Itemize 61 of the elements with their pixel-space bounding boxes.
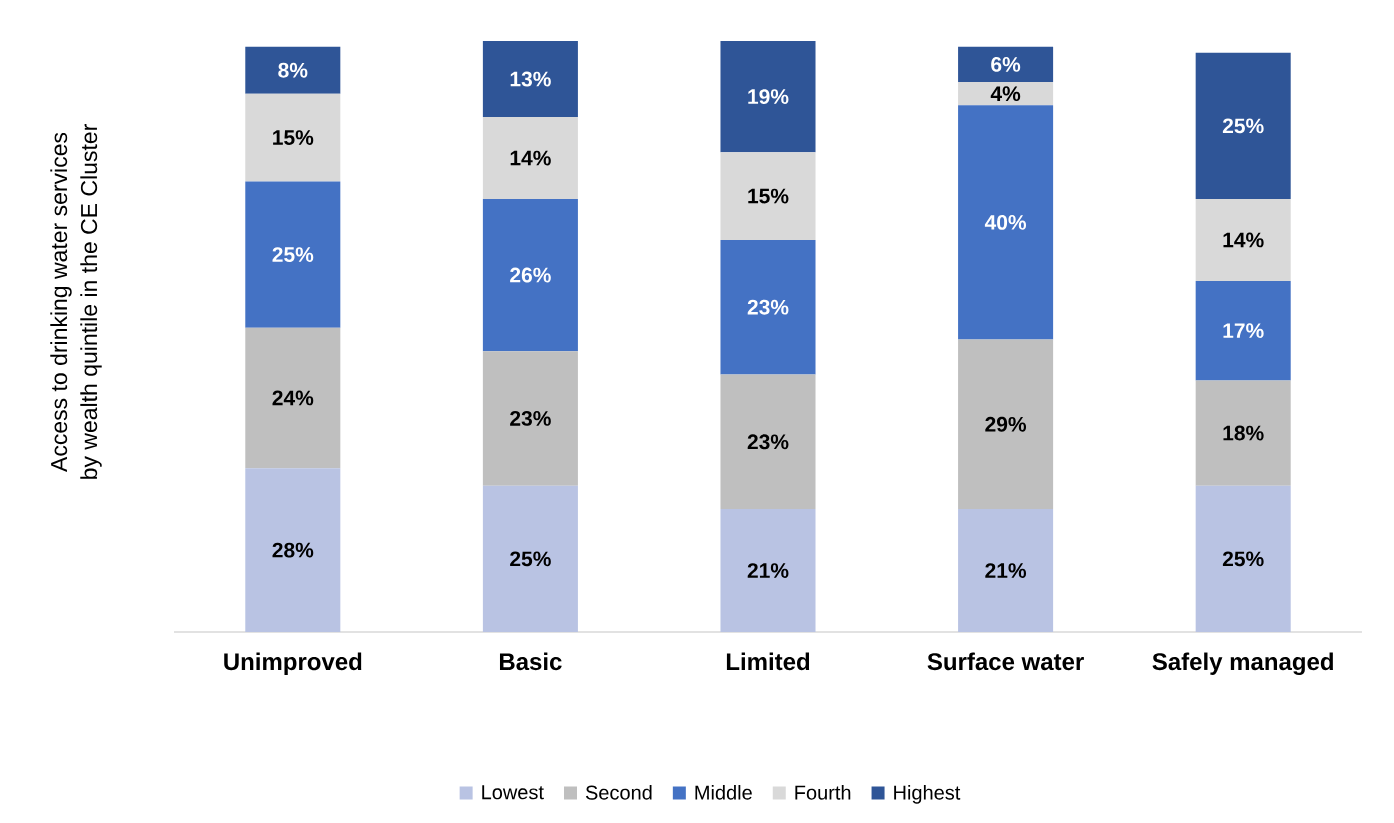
bar bbox=[482, 41, 578, 118]
data-label: 15% bbox=[273, 130, 314, 145]
bar bbox=[1195, 52, 1291, 199]
data-label: 24% bbox=[272, 390, 314, 406]
x-tick-label: Limited bbox=[726, 652, 810, 671]
bar bbox=[720, 374, 816, 510]
data-label: 23% bbox=[747, 299, 789, 315]
data-label: 14% bbox=[1223, 232, 1264, 248]
bar bbox=[1195, 380, 1291, 486]
bar bbox=[720, 509, 816, 632]
data-label: 25% bbox=[1222, 118, 1264, 134]
bar bbox=[245, 468, 341, 632]
data-label: 4% bbox=[990, 86, 1021, 102]
bar bbox=[245, 181, 341, 328]
data-label: 40% bbox=[984, 214, 1027, 230]
bar bbox=[958, 339, 1054, 510]
x-tick-label: Surface water bbox=[927, 652, 1084, 671]
x-tick-label: Safely managed bbox=[1152, 652, 1333, 676]
data-label: 8% bbox=[278, 62, 308, 78]
bar bbox=[1195, 280, 1291, 381]
bar bbox=[245, 46, 341, 94]
data-label: 14% bbox=[510, 150, 551, 166]
bar bbox=[958, 509, 1054, 632]
legend-label: Lowest bbox=[482, 785, 544, 800]
bar bbox=[482, 351, 578, 486]
data-label: 21% bbox=[985, 563, 1027, 578]
data-label: 23% bbox=[510, 410, 551, 426]
bar bbox=[720, 152, 816, 240]
bar bbox=[1195, 198, 1291, 281]
data-label: 6% bbox=[991, 56, 1021, 72]
bar bbox=[958, 46, 1054, 82]
y-axis-title: Access to drinking water services by wealth quintile in the CE Cluster bbox=[50, 124, 102, 479]
data-label: 25% bbox=[1222, 551, 1264, 567]
legend-label: Highest bbox=[894, 785, 961, 804]
bar bbox=[720, 41, 816, 153]
legend-label: Second bbox=[585, 785, 652, 800]
bar bbox=[245, 327, 341, 469]
data-label: 17% bbox=[1223, 323, 1264, 339]
data-label: 25% bbox=[510, 551, 551, 567]
data-label: 19% bbox=[748, 89, 789, 105]
bar bbox=[245, 93, 341, 182]
data-label: 15% bbox=[748, 188, 789, 204]
bar bbox=[482, 485, 578, 632]
data-label: 23% bbox=[747, 434, 789, 450]
data-label: 25% bbox=[272, 247, 314, 263]
data-label: 21% bbox=[747, 563, 789, 578]
bar bbox=[720, 239, 816, 375]
bar bbox=[482, 198, 578, 352]
bar bbox=[1195, 485, 1291, 632]
x-tick-label: Unimproved bbox=[224, 652, 362, 675]
data-label: 13% bbox=[510, 71, 551, 87]
legend-label: Fourth bbox=[795, 785, 851, 800]
legend-label: Middle bbox=[695, 785, 752, 800]
data-label: 26% bbox=[510, 267, 551, 283]
data-label: 29% bbox=[985, 416, 1027, 432]
bar bbox=[958, 81, 1054, 106]
data-label: 18% bbox=[1223, 425, 1264, 441]
x-tick-label: Basic bbox=[499, 652, 562, 671]
bar bbox=[482, 117, 578, 199]
data-label: 28% bbox=[272, 542, 314, 558]
bar bbox=[958, 105, 1054, 340]
